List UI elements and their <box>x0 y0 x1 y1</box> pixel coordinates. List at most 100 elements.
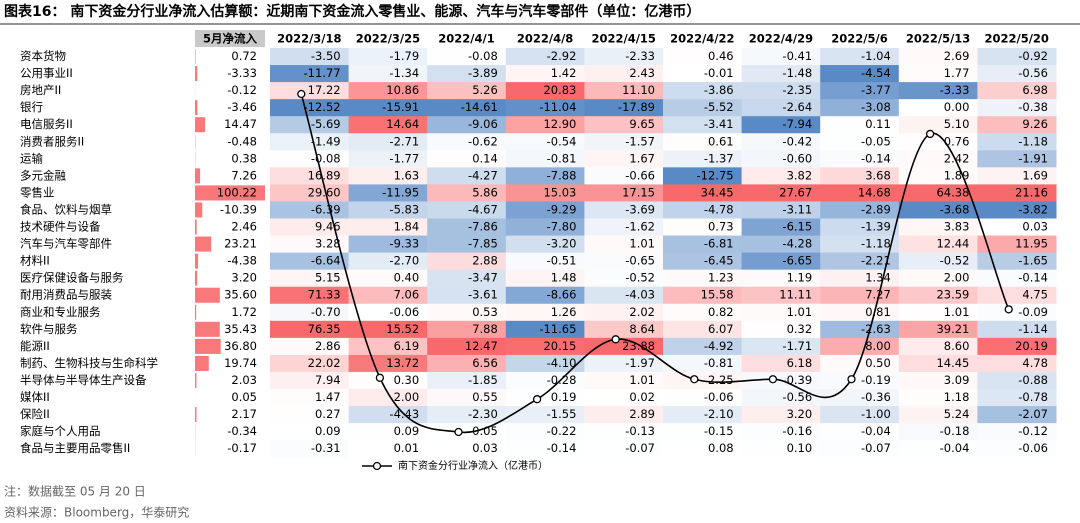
cell-value: 35.43 <box>224 322 257 336</box>
cell-value: -1.57 <box>625 134 655 148</box>
cell-value: -0.01 <box>704 66 734 80</box>
cell-value: -5.83 <box>389 202 419 216</box>
cell-value: -3.77 <box>861 83 891 97</box>
cell-value: -0.66 <box>625 168 655 182</box>
cell-value: 36.80 <box>224 339 257 353</box>
heat-cell <box>898 286 978 305</box>
heat-cell <box>898 133 978 151</box>
heat-cell <box>663 184 743 202</box>
heat-cell <box>663 406 743 424</box>
heat-cell <box>584 133 664 151</box>
heat-cell <box>741 116 821 134</box>
cell-value: 0.05 <box>231 390 257 404</box>
cell-value: 0.14 <box>472 151 498 165</box>
series-marker <box>768 375 778 384</box>
cell-value: -0.06 <box>1018 441 1048 455</box>
cell-value: -2.89 <box>861 202 891 216</box>
row-label: 制药、生物科技与生命科学 <box>20 356 158 370</box>
cell-value: 35.60 <box>224 288 257 302</box>
heat-cell <box>505 48 585 66</box>
row-label: 能源II <box>20 339 50 353</box>
heat-cell <box>348 65 428 83</box>
cell-value: -0.05 <box>468 424 498 438</box>
heat-cell <box>427 167 507 185</box>
cell-value: -0.34 <box>227 424 257 438</box>
cell-value: 5.10 <box>944 117 970 131</box>
heat-cell <box>505 116 585 134</box>
data-bar <box>195 304 197 320</box>
cell-value: -0.56 <box>782 390 812 404</box>
heat-cell <box>427 337 507 356</box>
heat-cell <box>505 354 585 373</box>
heat-cell <box>270 371 350 390</box>
heat-cell <box>348 99 428 117</box>
cell-value: -2.07 <box>1018 407 1048 421</box>
heat-cell <box>977 133 1057 151</box>
heat-cell <box>898 235 978 254</box>
cell-value: 39.21 <box>936 322 969 336</box>
heat-cell <box>898 440 978 458</box>
heat-cell <box>663 48 743 66</box>
heat-cell <box>977 82 1057 100</box>
heat-cell <box>820 116 900 134</box>
row-label: 食品与主要用品零售II <box>20 441 130 455</box>
heat-cell <box>663 116 743 134</box>
cell-value: -0.78 <box>1018 390 1048 404</box>
cell-value: -11.95 <box>382 185 419 199</box>
cell-value: -3.89 <box>468 66 498 80</box>
cell-value: 8.64 <box>629 322 655 336</box>
cell-value: 0.08 <box>708 441 734 455</box>
cell-value: 2.03 <box>231 373 257 387</box>
heat-cell <box>348 406 428 424</box>
heat-cell <box>270 65 350 83</box>
row-label: 技术硬件与设备 <box>20 220 101 234</box>
heat-cell <box>663 167 743 185</box>
cell-value: 16.89 <box>308 168 341 182</box>
heat-cell <box>663 389 743 407</box>
cell-value: -12.52 <box>304 100 341 114</box>
cell-value: 2.25 <box>708 373 734 387</box>
heat-cell <box>977 65 1057 83</box>
heat-cell <box>270 48 350 66</box>
cell-value: 1.23 <box>708 271 734 285</box>
heat-cell <box>663 133 743 151</box>
heat-cell <box>977 116 1057 134</box>
cell-value: 71.33 <box>308 288 341 302</box>
heat-cell <box>663 235 743 254</box>
heat-cell <box>741 286 821 305</box>
heat-cell <box>898 337 978 356</box>
heat-cell <box>427 99 507 117</box>
heat-cell <box>270 440 350 458</box>
cell-value: 0.00 <box>944 100 970 114</box>
cell-value: -2.21 <box>861 254 891 268</box>
column-header: 2022/5/6 <box>831 32 887 46</box>
row-label: 消费者服务II <box>20 134 84 148</box>
heat-cell <box>977 48 1057 66</box>
row-label: 银行 <box>20 100 43 114</box>
heat-cell <box>270 150 350 168</box>
cell-value: 8.00 <box>865 339 891 353</box>
heat-cell <box>584 303 664 322</box>
cell-value: -0.36 <box>861 390 891 404</box>
heat-cell <box>505 337 585 356</box>
heat-cell <box>898 269 978 288</box>
cell-value: 1.34 <box>865 271 891 285</box>
cell-value: -5.69 <box>311 117 341 131</box>
cell-value: 2.00 <box>394 390 420 404</box>
cell-value: -1.97 <box>625 356 655 370</box>
cell-value: 20.15 <box>543 339 576 353</box>
cell-value: 1.72 <box>231 305 257 319</box>
cell-value: -2.70 <box>389 254 419 268</box>
heat-cell <box>820 235 900 254</box>
cell-value: -2.64 <box>782 100 812 114</box>
heat-cell <box>820 406 900 424</box>
cell-value: -3.41 <box>704 117 734 131</box>
cell-value: -7.85 <box>468 237 498 251</box>
cell-value: 6.07 <box>708 322 734 336</box>
cell-value: 1.19 <box>787 271 813 285</box>
heat-cell <box>584 116 664 134</box>
heat-cell <box>348 133 428 151</box>
cell-value: -0.14 <box>547 441 577 455</box>
heat-cell <box>270 303 350 322</box>
heat-cell <box>427 116 507 134</box>
